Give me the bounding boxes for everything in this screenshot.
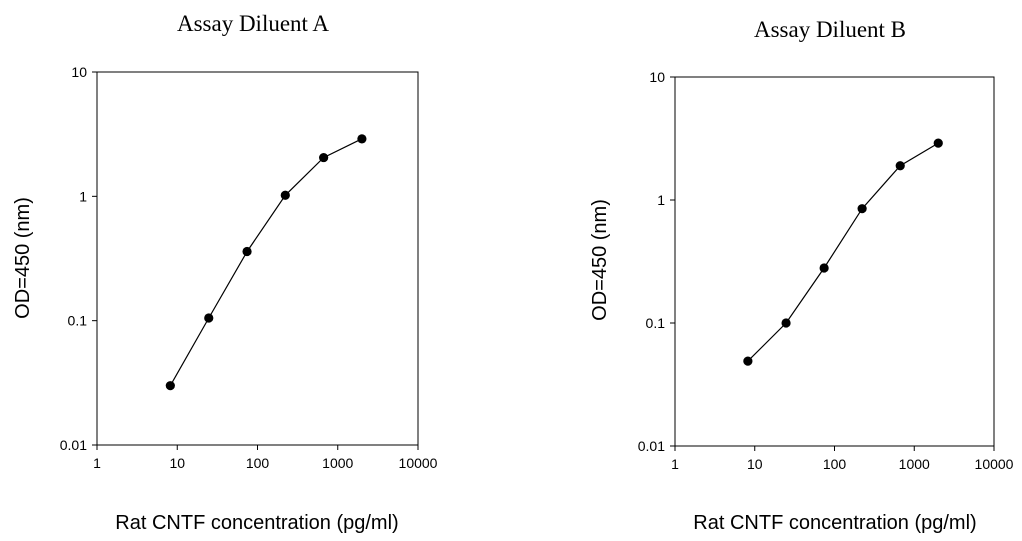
y-tick-label: 1 <box>79 188 87 204</box>
y-tick-label: 0.01 <box>638 438 665 454</box>
chart-panel-b: Assay Diluent B OD=450 (nm) Rat CNTF con… <box>589 17 1014 534</box>
x-tick-label: 100 <box>823 456 847 472</box>
x-tick-label: 100 <box>246 455 270 471</box>
chart-panel-a: Assay Diluent A OD=450 (nm) Rat CNTF con… <box>12 11 438 534</box>
y-tick-label: 1 <box>657 192 665 208</box>
data-point <box>895 161 905 171</box>
y-tick-label: 0.01 <box>60 437 87 453</box>
data-point <box>857 204 867 214</box>
plot-area: 1 10 100 1000 10000 0.01 0.1 1 10 <box>638 69 1014 472</box>
y-tick-label: 10 <box>71 64 87 80</box>
data-point <box>319 152 329 163</box>
x-axis-label: Rat CNTF concentration (pg/ml) <box>115 512 398 534</box>
data-point <box>204 313 214 323</box>
plot-area: 1 10 100 1000 10000 0.01 0.1 1 10 <box>60 64 438 471</box>
chart-title: Assay Diluent B <box>754 17 906 42</box>
data-point <box>781 318 791 328</box>
series-line <box>747 142 939 362</box>
x-tick-label: 10000 <box>975 456 1014 472</box>
x-axis-label: Rat CNTF concentration (pg/ml) <box>693 512 976 534</box>
plot-frame <box>674 76 995 447</box>
data-point <box>743 356 753 366</box>
y-tick-label: 0.1 <box>646 315 666 331</box>
data-point <box>357 134 367 144</box>
y-axis-label: OD=450 (nm) <box>12 197 34 319</box>
x-tick-label: 10 <box>747 456 763 472</box>
data-point <box>242 246 252 257</box>
y-tick-label: 10 <box>649 69 665 85</box>
y-axis-label: OD=450 (nm) <box>589 199 611 321</box>
x-tick-label: 10000 <box>399 455 438 471</box>
x-tick-label: 1000 <box>899 456 930 472</box>
x-tick-label: 1 <box>93 455 101 471</box>
data-point <box>165 381 175 391</box>
data-point <box>280 190 290 200</box>
x-tick-label: 1 <box>671 456 679 472</box>
x-tick-label: 1000 <box>322 455 353 471</box>
data-point <box>933 138 943 148</box>
chart-title: Assay Diluent A <box>177 11 329 36</box>
plot-frame <box>96 71 419 446</box>
x-tick-label: 10 <box>169 455 185 471</box>
data-point <box>819 263 829 273</box>
series-line <box>169 138 363 386</box>
y-tick-label: 0.1 <box>68 313 88 329</box>
